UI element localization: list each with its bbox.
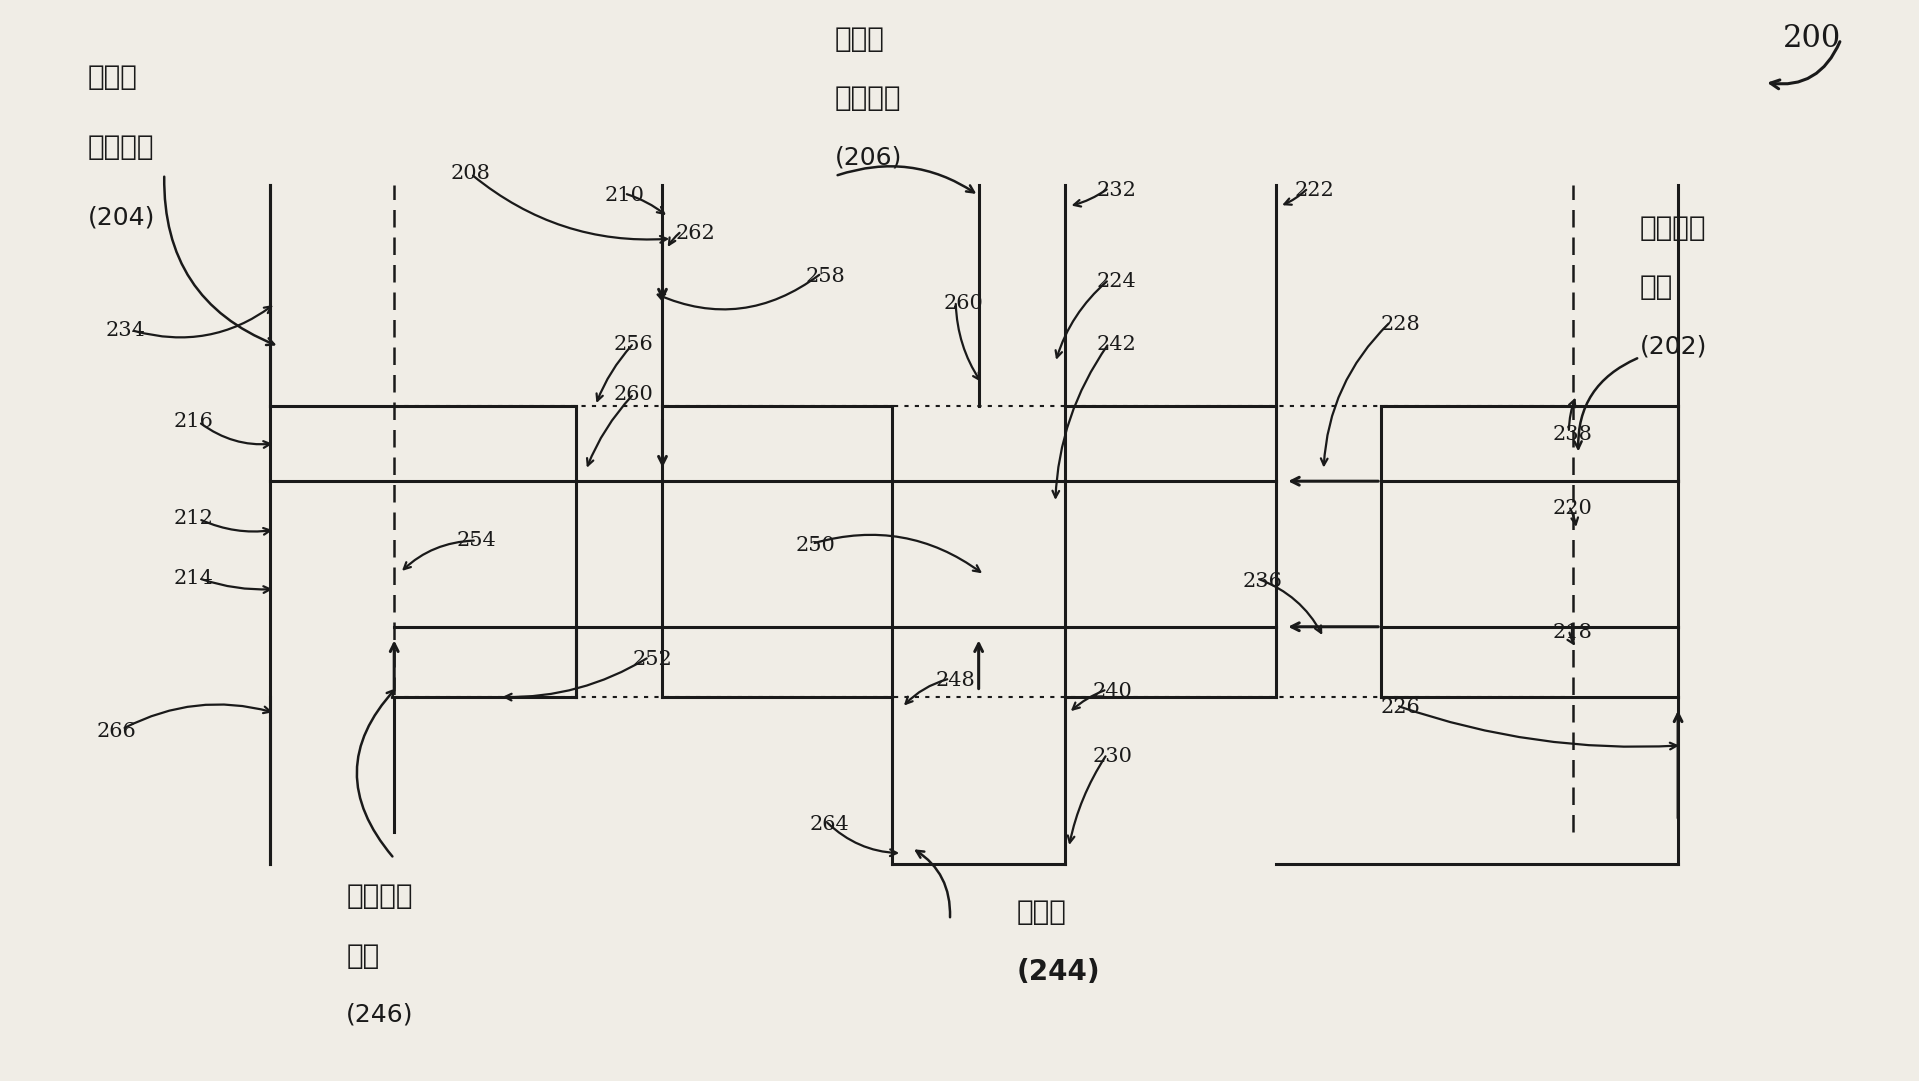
Text: 224: 224 (1098, 272, 1136, 291)
Text: 234: 234 (106, 321, 146, 339)
Text: 260: 260 (614, 386, 654, 404)
Text: 222: 222 (1293, 181, 1334, 200)
Text: 220: 220 (1552, 498, 1593, 518)
Text: 232: 232 (1096, 181, 1136, 200)
Text: 写入访问: 写入访问 (1639, 214, 1706, 242)
Text: 264: 264 (810, 815, 848, 833)
Text: 250: 250 (796, 536, 835, 556)
Text: 214: 214 (173, 569, 213, 588)
Text: (202): (202) (1639, 334, 1708, 359)
Text: 266: 266 (96, 722, 136, 740)
Text: (204): (204) (88, 205, 155, 229)
Text: 256: 256 (614, 335, 654, 353)
Text: 236: 236 (1242, 572, 1282, 591)
Text: 262: 262 (675, 224, 716, 243)
Text: 权重数据: 权重数据 (835, 84, 902, 112)
Text: 248: 248 (936, 671, 975, 690)
Text: 212: 212 (173, 509, 213, 529)
Text: (244): (244) (1017, 958, 1102, 986)
Text: 二进制: 二进制 (835, 25, 885, 53)
Text: 230: 230 (1092, 747, 1132, 765)
Text: 开关: 开关 (345, 942, 380, 970)
Text: 存储电路: 存储电路 (88, 133, 154, 161)
Text: 238: 238 (1552, 425, 1593, 444)
Text: 242: 242 (1098, 335, 1136, 353)
Text: 电容器: 电容器 (1017, 898, 1067, 926)
Text: 240: 240 (1092, 682, 1132, 700)
Text: 电容性: 电容性 (88, 63, 138, 91)
Text: 208: 208 (451, 164, 491, 184)
Text: 228: 228 (1380, 316, 1420, 334)
Text: 210: 210 (604, 186, 645, 205)
Text: 218: 218 (1552, 623, 1593, 642)
Text: 254: 254 (457, 531, 497, 550)
Text: 260: 260 (944, 294, 983, 312)
Text: 200: 200 (1783, 23, 1840, 54)
Text: 开关: 开关 (1639, 273, 1673, 302)
Text: (246): (246) (345, 1003, 415, 1027)
Text: (206): (206) (835, 146, 902, 170)
Text: 216: 216 (173, 412, 213, 431)
Text: 258: 258 (806, 267, 844, 285)
Text: 252: 252 (633, 650, 674, 669)
Text: 读取访问: 读取访问 (345, 882, 413, 910)
Text: 226: 226 (1380, 698, 1420, 717)
